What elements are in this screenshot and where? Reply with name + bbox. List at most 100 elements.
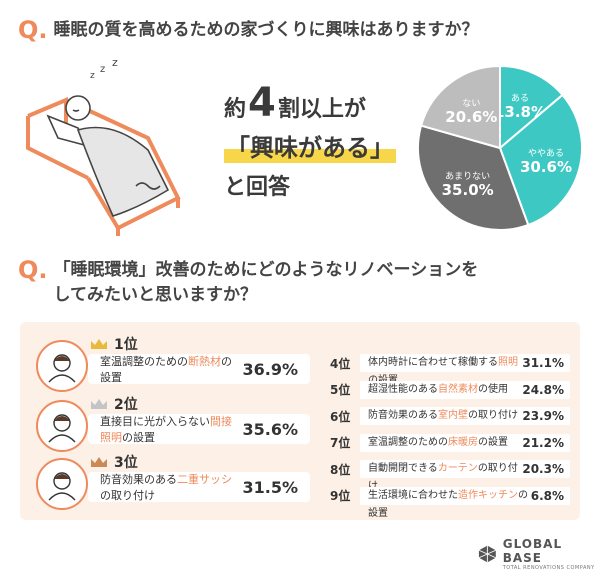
svg-text:z: z (100, 64, 105, 75)
headline-tail: と回答 (224, 175, 291, 200)
crown-icon (91, 339, 107, 349)
item-text: 体内時計に合わせて稼働する照明の設置 (360, 354, 523, 386)
cube-logo-icon (478, 545, 496, 563)
person-avatar-icon (36, 400, 88, 452)
pie-outline (417, 65, 583, 231)
item-text-highlight: 断熱材 (188, 355, 221, 368)
item-value: 24.8% (522, 380, 570, 399)
item-text-highlight: 自然素材 (438, 383, 478, 395)
pie-slice-label: あまりない (445, 171, 490, 182)
crown-icon (91, 457, 107, 467)
q2-text-line1: 「睡眠環境」改善のためにどのようなリノベーションを (53, 260, 479, 280)
rank-number: 7位 (330, 436, 351, 450)
item-text-pre: 生活環境に合わせた (368, 489, 458, 501)
svg-text:z: z (112, 58, 118, 69)
item-text-highlight: 間接照明 (100, 415, 232, 444)
item-text: 生活環境に合わせた造作キッチンの設置 (360, 486, 531, 519)
item-value: 31.5% (242, 477, 298, 497)
item-text-highlight: 床暖房 (448, 436, 478, 448)
q2-text-line2: してみたいと思いますか？ (53, 285, 258, 305)
rank-number: 3位 (114, 455, 138, 471)
item-text-pre: 超湿性能のある (368, 383, 438, 395)
item-text-post: の使用 (478, 383, 508, 395)
pie-slice-label: ない (462, 98, 480, 109)
item-value: 21.2% (522, 433, 570, 452)
q1-mark: Q. (18, 16, 48, 44)
item-text-highlight: 照明 (498, 357, 518, 368)
pie-slice-label: ある (511, 93, 529, 104)
rank-number: 6位 (330, 409, 351, 424)
rank-label: 3位 (90, 452, 138, 472)
rank-label: 2位 (90, 394, 138, 414)
ranking-card: 防音効果のある二重サッシの取り付け 31.5% (88, 472, 310, 502)
item-text-highlight: 造作キッチン (458, 489, 518, 501)
item-text-highlight: カーテン (437, 463, 478, 474)
ranking-row: 6位 防音効果のある室内壁の取り付け 23.9% (330, 407, 570, 425)
item-text-post: の取り付け (468, 410, 518, 421)
headline: 約 4 割以上が 「興味がある」 と回答 (224, 80, 396, 201)
item-value: 23.9% (522, 407, 570, 425)
ranking-card: 室温調整のための断熱材の設置 36.9% (88, 354, 310, 384)
ranking-row: 8位自動開閉できるカーテンの取り付け20.3% (330, 460, 570, 492)
item-text: 防音効果のある室内壁の取り付け (360, 407, 523, 425)
item-text-pre: 防音効果のある (368, 410, 438, 421)
item-text: 室温調整のための床暖房の設置 (360, 433, 523, 452)
crown-icon (91, 399, 107, 409)
item-value: 36.9% (242, 359, 298, 379)
headline-pre: 約 (224, 97, 247, 122)
ranking-row: 7位 室温調整のための床暖房の設置 21.2% (330, 433, 570, 452)
item-text: 防音効果のある二重サッシの取り付け (100, 471, 242, 503)
item-value: 31.1% (522, 354, 570, 372)
item-text-pre: 防音効果のある (100, 473, 177, 486)
item-text-pre: 直接目に光が入らない (100, 415, 210, 428)
item-text-pre: 室温調整のための (368, 436, 448, 448)
ranking-row: 5位 超湿性能のある自然素材の使用 24.8% (330, 380, 570, 399)
rank-label: 1位 (90, 334, 138, 354)
logo-name: GLOBAL BASE (502, 537, 563, 565)
q2-mark: Q. (18, 256, 48, 284)
ranking-card: 直接目に光が入らない間接照明の設置 35.6% (88, 414, 310, 444)
item-text: 直接目に光が入らない間接照明の設置 (100, 413, 242, 445)
pie-slice-value: 30.6% (520, 158, 572, 176)
item-text-post: の設置 (368, 489, 528, 519)
item-text: 超湿性能のある自然素材の使用 (360, 380, 523, 399)
person-avatar-icon (36, 340, 88, 392)
pie-slice-label: ややある (528, 148, 564, 159)
item-value: 20.3% (522, 460, 570, 478)
rank-number: 9位 (330, 489, 351, 503)
ranking-row: 9位 生活環境に合わせた造作キッチンの設置 6.8% (330, 486, 570, 519)
item-value: 35.6% (242, 419, 298, 439)
item-text-post: の設置 (478, 436, 508, 448)
pie-slice-value: 20.6% (445, 108, 497, 126)
headline-emphasis: 「興味がある」 (224, 128, 396, 163)
question-2: Q. 「睡眠環境」改善のためにどのようなリノベーションを してみたいと思いますか… (18, 258, 478, 308)
item-text-post: の設置 (122, 431, 155, 444)
headline-line1: 約 4 割以上が (224, 80, 396, 126)
company-logo: GLOBAL BASE TOTAL RENOVATIONS COMPANY (478, 537, 600, 571)
item-text-pre: 自動開閉できる (368, 463, 438, 474)
item-value: 6.8% (530, 486, 570, 505)
rank-number: 5位 (330, 383, 351, 397)
item-text-pre: 体内時計に合わせて稼働する (368, 357, 498, 368)
pie-slice-value: 35.0% (442, 181, 494, 199)
logo-tagline: TOTAL RENOVATIONS COMPANY (502, 565, 595, 571)
item-text-pre: 室温調整のための (100, 355, 188, 368)
item-text-post: の取り付け (100, 489, 155, 502)
rank-number: 2位 (114, 397, 138, 413)
rank-number: 4位 (330, 356, 351, 371)
headline-post: 割以上が (277, 97, 366, 122)
ranking-row: 4位体内時計に合わせて稼働する照明の設置31.1% (330, 354, 570, 386)
rank-number: 8位 (330, 462, 351, 477)
person-avatar-icon (36, 458, 88, 510)
item-text-highlight: 室内壁 (438, 410, 468, 421)
svg-text:z: z (90, 71, 95, 81)
headline-big-number: 4 (248, 80, 276, 126)
question-1: Q. 睡眠の質を高めるための家づくりに興味はありますか？ (18, 18, 479, 43)
item-text-highlight: 二重サッシ (177, 473, 232, 486)
pie-slice-value: 13.8% (494, 103, 546, 121)
item-text-post: の設置 (100, 355, 232, 384)
item-text: 室温調整のための断熱材の設置 (100, 353, 242, 385)
sleeping-person-bed-icon: z z z (26, 58, 181, 236)
item-text: 自動開閉できるカーテンの取り付け (360, 460, 523, 492)
